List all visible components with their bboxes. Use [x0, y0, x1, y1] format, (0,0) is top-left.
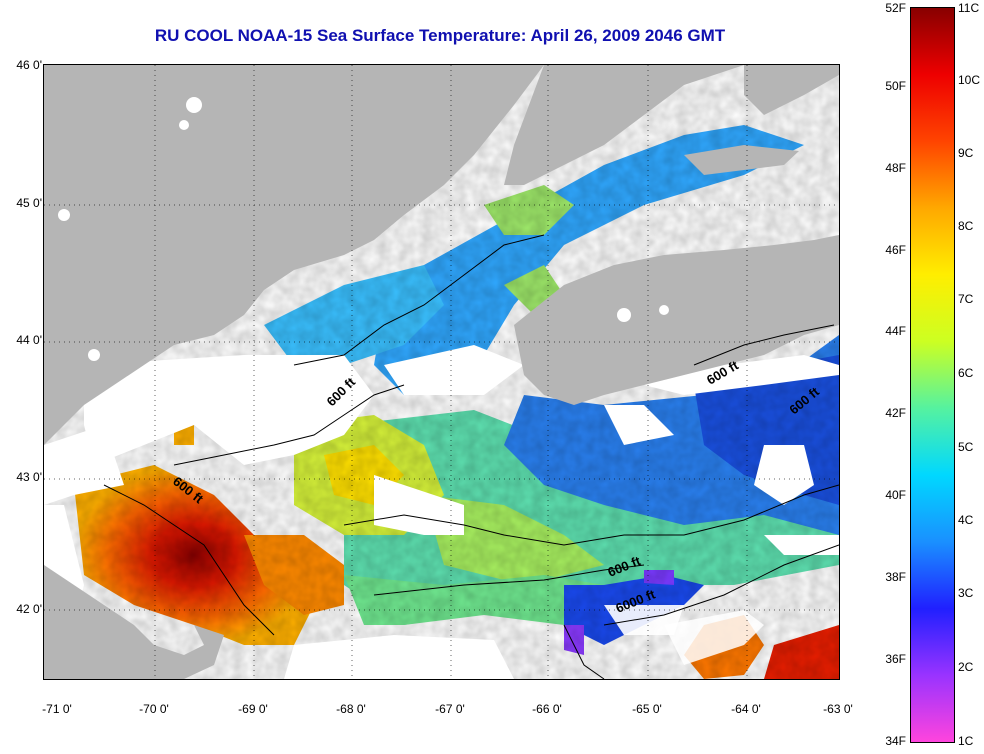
color-scale-bar [910, 7, 955, 743]
lon-label: -68 0' [336, 702, 366, 716]
lon-label: -64 0' [731, 702, 761, 716]
coast-speckles [58, 97, 669, 361]
colorbar-c-label: 9C [958, 146, 974, 160]
colorbar-c-label: 1C [958, 734, 974, 748]
lon-label: -67 0' [435, 702, 465, 716]
colorbar-f-label: 36F [885, 652, 906, 666]
colorbar-c-label: 2C [958, 660, 974, 674]
map-title: RU COOL NOAA-15 Sea Surface Temperature:… [154, 26, 726, 45]
lat-label: 43 0' [16, 470, 42, 484]
lat-label: 42 0' [16, 602, 42, 616]
colorbar-f-label: 40F [885, 488, 906, 502]
colorbar-c-label: 5C [958, 440, 974, 454]
colorbar-c-label: 8C [958, 219, 974, 233]
lon-label: -69 0' [238, 702, 268, 716]
colorbar-f-label: 38F [885, 570, 906, 584]
lat-label: 46 0' [16, 58, 42, 72]
colorbar-f-label: 52F [885, 1, 906, 15]
lon-label: -65 0' [632, 702, 662, 716]
colorbar-f-label: 34F [885, 734, 906, 748]
colorbar-c-label: 7C [958, 292, 974, 306]
lon-label: -63 0' [823, 702, 853, 716]
colorbar-c-label: 4C [958, 513, 974, 527]
colorbar-f-label: 50F [885, 79, 906, 93]
colorbar-c-label: 10C [958, 73, 981, 87]
colorbar-c-label: 3C [958, 586, 974, 600]
lon-label: -71 0' [42, 702, 72, 716]
colorbar-c-label: 11C [958, 1, 980, 15]
lat-label: 45 0' [16, 196, 42, 210]
land [44, 65, 839, 679]
lon-label: -70 0' [139, 702, 169, 716]
depth-contours [103, 234, 839, 679]
sst-map: 600 ft 600 ft 600 ft 600 ft 600 ft 6000 … [43, 64, 840, 680]
color-scale-gradient [911, 8, 954, 742]
lat-label: 44 0' [16, 333, 42, 347]
colorbar-f-label: 48F [885, 161, 906, 175]
colorbar-c-label: 6C [958, 366, 974, 380]
colorbar-f-label: 44F [885, 324, 906, 338]
lon-label: -66 0' [532, 702, 562, 716]
cloud-patches [44, 345, 839, 679]
colorbar-f-label: 46F [885, 243, 906, 257]
colorbar-f-label: 42F [885, 406, 906, 420]
